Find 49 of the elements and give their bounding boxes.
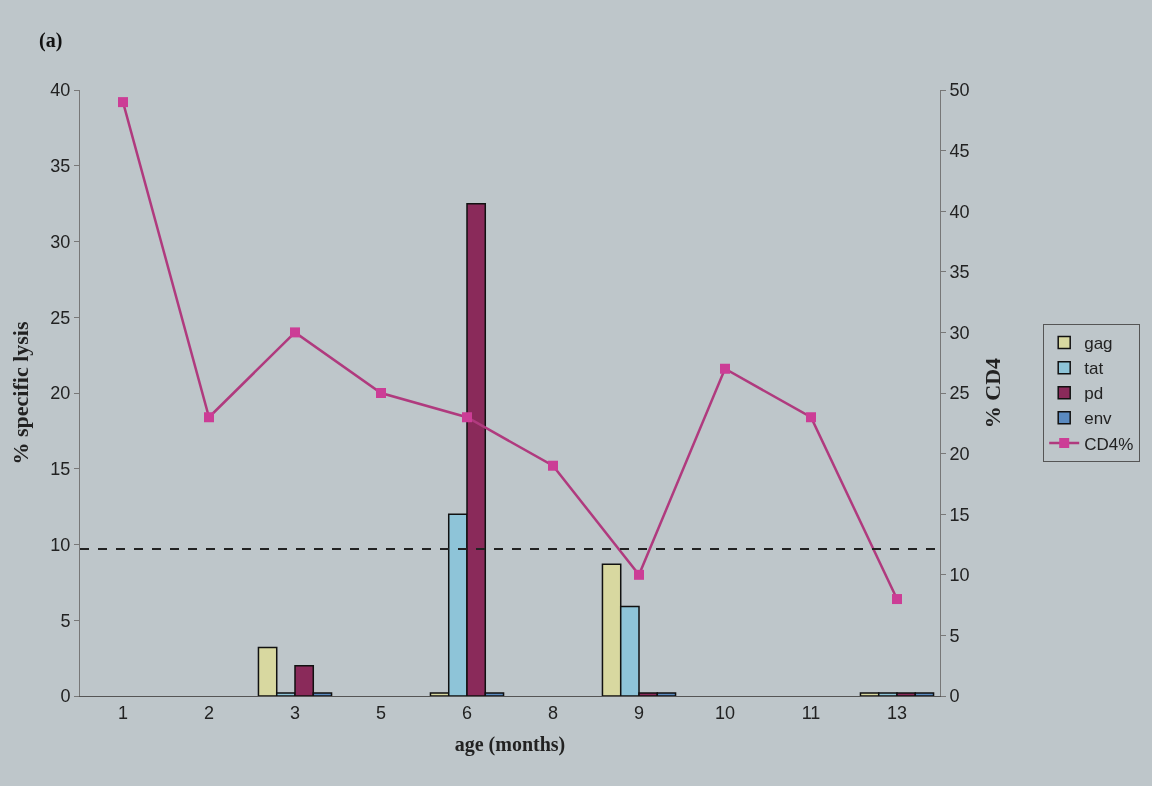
y2-tick-label: 50: [949, 80, 970, 101]
x-tick-label: 6: [461, 702, 473, 723]
point: [720, 363, 730, 374]
y2-tick-label: 10: [949, 565, 970, 586]
x-axis-title: age (months): [454, 733, 566, 757]
point: [892, 594, 902, 605]
y2-tick-label: 35: [949, 262, 970, 283]
y-tick-label: 15: [50, 459, 71, 480]
legend-label: tat: [1084, 359, 1104, 379]
y2-axis-title: % CD4: [979, 357, 1005, 429]
y-tick-label: 30: [50, 231, 71, 252]
x-tick-label: 13: [886, 702, 908, 723]
point: [634, 569, 644, 580]
y2-tick-label: 25: [949, 383, 970, 404]
x-tick-label: 1: [117, 702, 129, 723]
y2-tick-label: 40: [949, 201, 970, 222]
legend-label: CD4%: [1084, 434, 1134, 454]
point: [462, 412, 472, 423]
y2-tick-label: 5: [949, 625, 960, 646]
y-tick-label: 0: [60, 686, 71, 707]
x-tick-label: 11: [801, 702, 821, 723]
y-tick-label: 35: [50, 156, 71, 177]
y2-tick-label: 30: [949, 322, 970, 343]
y2-tick-label: 45: [949, 140, 970, 161]
x-tick-label: 10: [714, 702, 736, 723]
point: [204, 412, 214, 423]
y-tick-label: 20: [50, 383, 71, 404]
y-tick-label: 25: [50, 307, 71, 328]
point: [376, 388, 386, 398]
x-tick-label: 9: [633, 702, 645, 723]
legend-label: pd: [1084, 384, 1104, 404]
x-tick-label: 5: [375, 702, 387, 723]
legend-label: gag: [1084, 334, 1113, 354]
x-tick-label: 8: [547, 702, 559, 723]
y-tick-label: 5: [60, 610, 71, 631]
y-tick-label: 10: [50, 534, 71, 555]
text: (a): [39, 29, 63, 52]
point: [290, 327, 300, 338]
y2-tick-label: 15: [949, 504, 970, 525]
legend-label: env: [1084, 409, 1113, 429]
y2-tick-label: 0: [949, 686, 960, 707]
y-axis-title: % specific lysis: [8, 321, 34, 465]
point: [548, 460, 558, 471]
y-tick-label: 40: [50, 80, 71, 101]
x-tick-label: 3: [289, 702, 301, 723]
x-tick-label: 2: [203, 702, 215, 723]
point: [118, 97, 128, 108]
y2-tick-label: 20: [949, 443, 970, 464]
point: [806, 412, 816, 423]
